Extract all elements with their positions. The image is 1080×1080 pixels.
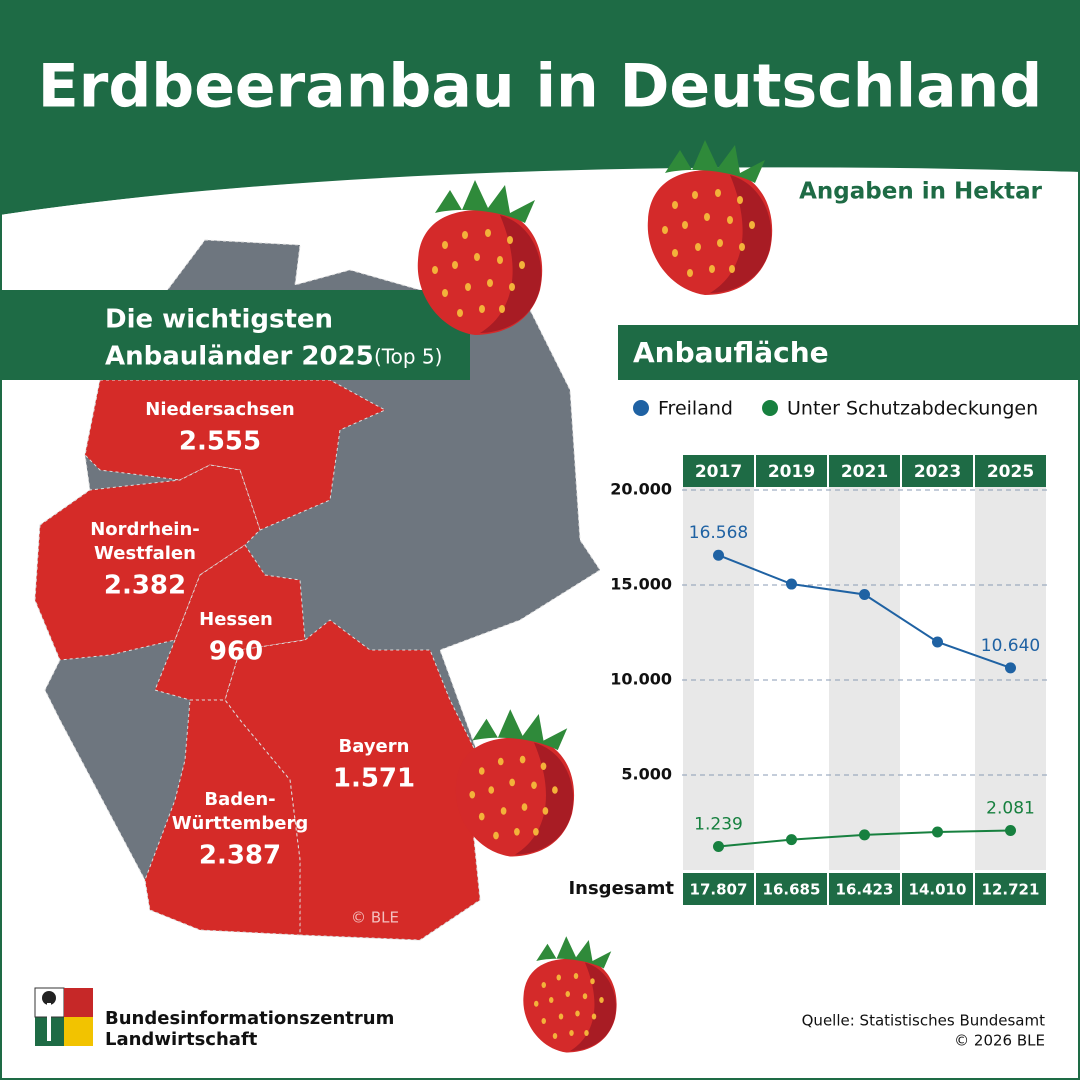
header-cell (829, 455, 900, 487)
map-state (154, 544, 306, 701)
y-tick-label: 5.000 (621, 765, 672, 784)
map-title-note: (Top 5) (374, 345, 442, 369)
total-cell (829, 873, 900, 905)
map-title: Die wichtigsten (105, 305, 333, 335)
total-value: 12.721 (982, 881, 1040, 899)
map-state (84, 379, 387, 531)
map-copyright: © BLE (351, 909, 399, 927)
column-band (975, 487, 1046, 870)
column-band (829, 487, 900, 870)
legend-label: Unter Schutzabdeckungen (787, 398, 1038, 420)
state-name: Württemberg (172, 813, 309, 834)
state-value: 2.382 (104, 571, 186, 601)
map-title-bar (0, 290, 470, 380)
y-tick-label: 20.000 (610, 480, 672, 499)
source: Quelle: Statistisches Bundesamt (802, 1012, 1045, 1030)
title: Erdbeeranbau in Deutschland (38, 52, 1042, 122)
state-value: 1.571 (333, 764, 415, 794)
header-cell (975, 455, 1046, 487)
map-state (224, 619, 481, 941)
data-label: 2.081 (986, 798, 1035, 818)
header-cell (683, 455, 754, 487)
data-point (932, 636, 943, 648)
data-point (859, 589, 870, 600)
state-name: Bayern (339, 736, 410, 757)
x-tick-label: 2023 (914, 462, 961, 482)
x-tick-label: 2021 (841, 462, 888, 482)
state-name: Westfalen (94, 543, 196, 564)
org-name: Landwirtschaft (105, 1029, 258, 1050)
total-value: 14.010 (909, 881, 967, 899)
header-cell (756, 455, 827, 487)
state-name: Baden- (204, 789, 275, 810)
map-title: Anbauländer 2025 (105, 342, 374, 372)
data-point (932, 826, 943, 838)
data-point (1005, 824, 1016, 836)
state-value: 960 (209, 637, 263, 667)
org-name: Bundesinformationszentrum (105, 1008, 394, 1029)
total-cell (756, 873, 827, 905)
state-name: Niedersachsen (145, 399, 295, 420)
total-label: Insgesamt (568, 878, 674, 899)
state-name: Hessen (199, 609, 273, 630)
header-curve (0, 168, 1080, 225)
data-point (713, 549, 724, 561)
total-value: 16.685 (763, 881, 821, 899)
state-value: 2.387 (199, 841, 281, 871)
header-cell (902, 455, 973, 487)
unit-note: Angaben in Hektar (799, 179, 1043, 205)
total-value: 16.423 (836, 881, 894, 899)
data-point (786, 834, 797, 846)
map (34, 239, 601, 941)
data-point (859, 829, 870, 841)
legend-marker (633, 400, 649, 416)
chart-title-bar (618, 325, 1080, 380)
y-tick-label: 15.000 (610, 575, 672, 594)
state-value: 2.555 (179, 427, 261, 457)
state-name: Nordrhein- (90, 519, 200, 540)
copyright: © 2026 BLE (954, 1032, 1045, 1050)
data-point (786, 578, 797, 590)
x-tick-label: 2025 (987, 462, 1034, 482)
legend-marker (762, 400, 778, 416)
data-point (1005, 662, 1016, 674)
data-label: 16.568 (689, 523, 748, 543)
map-state (144, 699, 301, 936)
x-tick-label: 2019 (768, 462, 815, 482)
column-band (683, 487, 754, 870)
legend-label: Freiland (658, 398, 733, 420)
total-value: 17.807 (690, 881, 748, 899)
total-cell (975, 873, 1046, 905)
data-point (713, 840, 724, 852)
x-tick-label: 2017 (695, 462, 742, 482)
total-cell (902, 873, 973, 905)
header-band (0, 0, 1080, 215)
data-label: 1.239 (694, 814, 743, 834)
total-cell (683, 873, 754, 905)
logo (34, 987, 93, 1046)
chart-title: Anbaufläche (633, 336, 829, 369)
data-label: 10.640 (981, 636, 1040, 656)
y-tick-label: 10.000 (610, 670, 672, 689)
